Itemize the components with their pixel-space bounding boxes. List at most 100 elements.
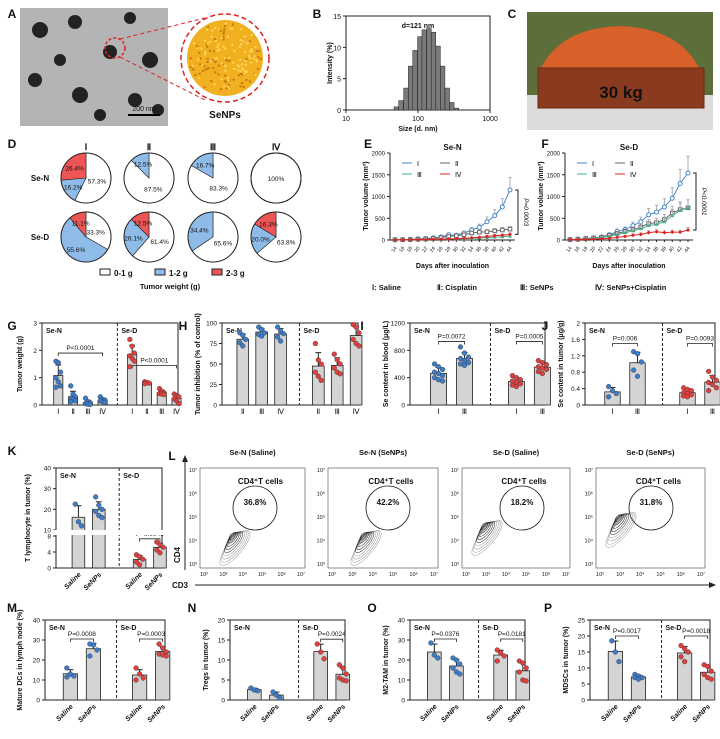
- texture-dot: [223, 79, 227, 83]
- x-tick-label: 22: [421, 246, 429, 254]
- y-tick-label: 10⁵: [189, 514, 197, 521]
- pie-label: 87.5%: [144, 186, 163, 193]
- group-label: Se-N: [414, 328, 430, 335]
- p-value: P=0.0376: [431, 631, 459, 638]
- bar: [274, 333, 287, 406]
- data-point: [708, 668, 714, 674]
- texture-dot: [254, 46, 257, 49]
- y-tick-label: 10⁵: [317, 514, 325, 521]
- texture-dot: [222, 32, 225, 35]
- x-tick-label: 10²: [328, 572, 336, 578]
- series-line-4: [569, 229, 689, 241]
- nanoparticle: [32, 22, 48, 38]
- data-point: [75, 519, 82, 525]
- texture-dot: [231, 61, 235, 64]
- texture-dot: [247, 41, 250, 44]
- data-point: [140, 556, 146, 562]
- texture-dot: [195, 45, 199, 48]
- x-axis-label: Size (d. nm): [398, 126, 437, 133]
- x-tick-label: 22: [597, 246, 605, 254]
- data-point: [96, 502, 102, 508]
- pie-label: 57.3%: [88, 179, 107, 186]
- significance-bracket: [57, 352, 104, 357]
- pie-label: 16.2%: [64, 185, 83, 192]
- x-axis-label: Days after inoculation: [416, 263, 489, 270]
- x-tick-label: 26: [613, 246, 621, 254]
- texture-dot: [197, 76, 200, 80]
- x-tick-label: Saline: [55, 703, 75, 723]
- panel-letter-I: I: [360, 319, 363, 333]
- density-contour: [352, 530, 378, 560]
- marker-diamond: [599, 236, 604, 241]
- histogram-bar: [403, 87, 409, 111]
- texture-dot: [203, 39, 207, 42]
- data-point: [157, 550, 163, 556]
- data-point: [535, 357, 541, 364]
- data-point: [520, 660, 526, 666]
- series-line-4: [394, 233, 511, 241]
- pie-label: 34.4%: [190, 228, 209, 235]
- x-axis-label: Days after inoculation: [592, 263, 665, 270]
- y-tick-label: 500: [375, 217, 386, 223]
- data-point: [55, 379, 61, 385]
- data-point: [606, 383, 612, 390]
- gate-label: CD4⁺T cells: [501, 477, 547, 486]
- texture-dot: [222, 38, 225, 41]
- texture-dot: [224, 64, 227, 68]
- significance-bracket: [139, 538, 161, 542]
- data-point: [494, 647, 500, 653]
- density-contour: [228, 532, 236, 541]
- x-tick-label: Ⅳ: [99, 407, 107, 416]
- x-tick-label: Saline: [124, 703, 144, 723]
- panel-letter-H: H: [179, 319, 188, 333]
- legend-label: Ⅳ: [630, 172, 637, 179]
- texture-dot: [210, 79, 213, 83]
- density-contour: [472, 520, 501, 553]
- nanoparticle: [72, 87, 88, 103]
- data-point: [340, 665, 346, 671]
- y-tick-label: 30: [398, 638, 406, 645]
- pie-label: 26.4%: [65, 166, 84, 173]
- bar: [607, 651, 623, 701]
- pie-outline: [250, 211, 302, 263]
- column-header: Ⅳ: [272, 142, 281, 152]
- legend-label: Ⅲ: [417, 172, 422, 179]
- panel-B-chart: 0 5 10 15 10 100 1000 d=121 nm Size (d. nm) Inten…: [327, 14, 498, 133]
- x-tick-label: Ⅱ: [71, 407, 75, 416]
- pie-outline: [123, 152, 175, 204]
- y-tick-label: 15: [578, 650, 586, 657]
- pie-label: 12.5%: [134, 221, 153, 228]
- texture-dot: [222, 30, 226, 34]
- data-point: [240, 332, 246, 338]
- gate-circle: [365, 485, 411, 531]
- panel-letter-L: L: [168, 449, 175, 463]
- gate-label: CD4⁺T cells: [238, 477, 284, 486]
- nanoparticle: [128, 93, 142, 107]
- panel-I-chart: 0 400 800 1200 Se-N Ⅰ Ⅲ P=0.0072 Se-D Ⅰ Ⅲ P=0.0005 S…: [383, 321, 551, 416]
- x-axis-label: Tumor weight (g): [140, 282, 201, 291]
- y-tick-label: 10⁶: [317, 491, 325, 498]
- y-axis-label: Se content in blood (μg/L): [383, 321, 390, 407]
- texture-dot: [242, 85, 245, 89]
- data-point: [635, 676, 642, 682]
- column-header: Ⅲ: [210, 142, 216, 152]
- x-tick-label: SeNPs: [507, 703, 528, 724]
- data-point: [709, 374, 716, 380]
- panel-letter-D: D: [8, 137, 17, 151]
- significance-bracket: [500, 638, 524, 642]
- x-tick-label: 10⁷: [297, 571, 305, 578]
- y-tick-label: 10⁴: [585, 538, 594, 545]
- legend-label: 0-1 g: [114, 269, 133, 278]
- data-point: [678, 654, 684, 660]
- marker-triangle: [630, 228, 635, 233]
- group-legend-1: Ⅰ: Saline: [372, 283, 401, 292]
- data-point: [337, 361, 343, 367]
- x-tick-label: Ⅱ: [316, 407, 320, 416]
- x-tick-label: 36: [475, 246, 483, 254]
- significance-bracket: [69, 638, 94, 642]
- y-tick-label: 2000: [547, 152, 561, 158]
- pie-outline: [60, 152, 112, 204]
- texture-dot: [213, 37, 217, 41]
- panel-letter-A: A: [8, 7, 17, 21]
- texture-dot: [247, 54, 251, 58]
